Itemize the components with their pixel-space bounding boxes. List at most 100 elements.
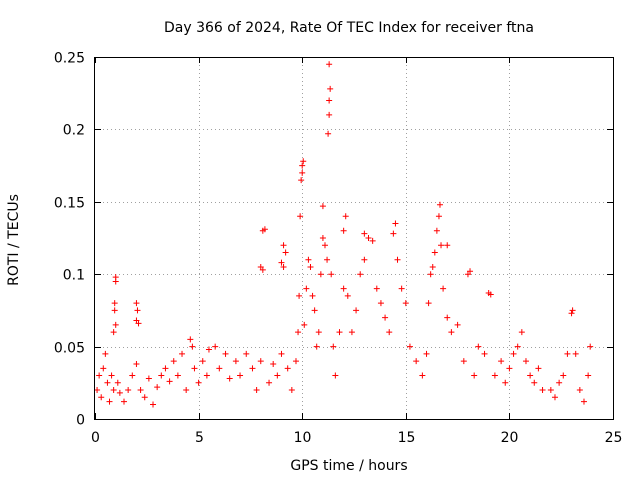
data-point [106,398,113,405]
data-point [110,329,117,336]
data-point [135,320,142,327]
data-point [179,350,186,357]
x-axis-label: GPS time / hours [290,458,407,474]
data-point [199,358,206,365]
data-point [394,256,401,263]
data-point [427,271,434,278]
data-point [327,85,334,92]
data-point [141,394,148,401]
data-point [373,285,380,292]
data-point [222,350,229,357]
data-point [303,285,310,292]
data-point [317,271,324,278]
data-point [305,256,312,263]
data-point [539,387,546,394]
data-point [100,365,107,372]
data-point [332,372,339,379]
data-point [158,372,165,379]
grid-lines [95,57,613,419]
data-point [324,256,331,263]
data-point [444,314,451,321]
data-point [491,372,498,379]
data-point [298,177,305,184]
data-points [94,61,594,408]
data-point [319,235,326,241]
data-point [145,375,152,382]
data-point [243,350,250,357]
data-point [170,358,177,365]
data-point [398,285,405,292]
data-point [112,321,119,328]
data-point [336,329,343,336]
data-point [585,372,592,379]
y-tick-label: 0.15 [54,196,85,212]
data-point [365,235,372,241]
x-tick-label: 15 [398,430,416,446]
data-point [280,263,287,270]
data-point [102,350,109,357]
data-point [253,387,260,394]
data-point [112,278,119,285]
data-point [309,292,316,299]
data-point [187,336,194,343]
data-point [568,310,575,317]
data-point [342,213,349,220]
data-point [390,230,397,237]
data-point [274,372,281,379]
data-point [321,242,328,249]
data-point [438,242,445,249]
data-point [216,365,223,372]
data-point [369,237,376,244]
data-point [301,321,308,328]
data-point [498,358,505,365]
data-point [527,372,534,379]
data-point [257,358,264,365]
data-point [134,307,141,314]
x-tick-label: 5 [195,430,204,446]
data-point [300,158,307,165]
data-point [191,365,198,372]
data-point [226,375,233,382]
data-point [295,329,302,336]
data-point [114,379,121,386]
data-point [454,321,461,328]
data-point [402,300,409,307]
data-point [278,259,285,266]
data-point [361,230,368,237]
data-point [423,350,430,357]
data-point [471,372,478,379]
data-point [514,343,521,350]
data-point [551,394,558,401]
data-point [96,372,103,379]
data-point [313,343,320,350]
data-point [328,271,335,278]
data-point [340,285,347,292]
data-point [261,226,268,233]
data-point [448,329,455,336]
data-point [361,256,368,263]
data-point [564,350,571,357]
data-point [189,343,196,350]
data-point [560,372,567,379]
data-point [297,213,304,220]
data-point [547,387,554,394]
data-point [311,307,318,314]
data-point [569,307,576,314]
data-point [111,307,118,314]
data-point [326,111,333,118]
data-point [278,350,285,357]
data-point [282,249,289,256]
data-point [340,227,347,234]
data-point [280,242,287,249]
data-point [203,372,210,379]
data-point [183,387,190,394]
data-point [154,384,161,391]
data-point [467,268,474,275]
data-point [284,365,291,372]
data-point [433,227,440,234]
data-point [325,130,332,137]
chart-title: Day 366 of 2024, Rate Of TEC Index for r… [164,20,534,36]
y-tick-label: 0.05 [54,341,85,357]
data-point [487,291,494,298]
